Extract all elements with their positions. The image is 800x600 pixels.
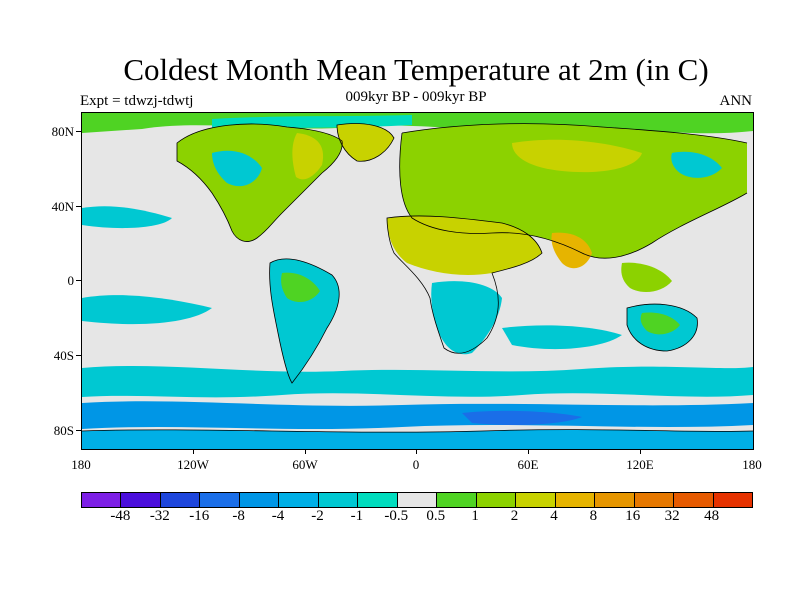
- lat-tick-mark: [76, 280, 81, 281]
- chart-subtitle: 009kyr BP - 009kyr BP: [345, 89, 487, 105]
- colorbar-segment: [121, 493, 161, 507]
- colorbar-segment: [318, 493, 359, 507]
- colorbar-label: -1: [350, 508, 364, 524]
- coastline-australia: [626, 303, 698, 352]
- lon-tick-label: 120W: [177, 457, 209, 472]
- colorbar-segment: [397, 493, 438, 507]
- season-label: ANN: [719, 93, 753, 109]
- experiment-label: Expt = tdwzj-tdwtj: [80, 93, 194, 109]
- coastline-north-america: [176, 123, 343, 242]
- lat-tick-label: 0: [67, 273, 75, 288]
- colorbar-segment: [634, 493, 675, 507]
- colorbar-segment: [516, 493, 556, 507]
- lat-tick-mark: [76, 355, 81, 356]
- colorbar-segment: [437, 493, 477, 507]
- colorbar-label: 2: [510, 508, 519, 524]
- colorbar-label: -32: [149, 508, 170, 524]
- coastline-antarctica: [82, 429, 753, 433]
- temperature-map: [82, 113, 753, 449]
- lon-tick-label: 180: [71, 457, 91, 472]
- lat-tick-label: 40S: [53, 348, 74, 363]
- colorbar-label: -4: [271, 508, 285, 524]
- lon-tick-mark: [640, 449, 641, 454]
- colorbar-label: 16: [625, 508, 641, 524]
- antarctic-cold: [462, 410, 582, 425]
- colorbar-label: 4: [550, 508, 558, 524]
- colorbar-label: 0.5: [426, 508, 446, 524]
- colorbar-label: -8: [232, 508, 245, 524]
- colorbar-segment: [674, 493, 714, 507]
- chart-title: Coldest Month Mean Temperature at 2m (in…: [123, 52, 709, 87]
- eurasia-warm-north: [512, 139, 642, 173]
- lat-tick-label: 80S: [53, 423, 74, 438]
- indian-ocean-cyan: [502, 325, 622, 350]
- lon-tick-label: 120E: [626, 457, 654, 472]
- north-america-warm: [292, 133, 324, 180]
- colorbar-label: -48: [110, 508, 131, 524]
- colorbar-segment: [713, 493, 752, 507]
- africa-south: [431, 281, 502, 355]
- colorbar-segment: [160, 493, 201, 507]
- coastline-eurasia: [399, 123, 748, 259]
- coastline-africa: [386, 215, 543, 354]
- colorbar-segment: [358, 493, 398, 507]
- colorbar-segment: [476, 493, 517, 507]
- lat-tick-mark: [76, 131, 81, 132]
- south-america-warm: [281, 272, 320, 303]
- africa-sahara-warm: [387, 215, 542, 275]
- colorbar-segment: [279, 493, 319, 507]
- colorbar-segment: [555, 493, 596, 507]
- colorbar-label: 32: [664, 508, 680, 524]
- southern-ocean-band-1: [82, 366, 753, 398]
- lon-tick-mark: [305, 449, 306, 454]
- greenland-land: [337, 123, 394, 162]
- australia-interior: [640, 312, 680, 335]
- north-america-cold: [212, 150, 262, 187]
- lon-tick-label: 60W: [292, 457, 318, 472]
- colorbar-segment: [239, 493, 280, 507]
- eurasia-cold-east: [671, 151, 722, 178]
- colorbar: [81, 492, 753, 508]
- lon-tick-label: 0: [412, 457, 420, 472]
- colorbar-segment: [82, 493, 122, 507]
- colorbar-segment: [595, 493, 635, 507]
- lon-tick-mark: [193, 449, 194, 454]
- pacific-south-cyan: [82, 295, 212, 325]
- lat-tick-mark: [76, 206, 81, 207]
- colorbar-label: 48: [704, 508, 720, 524]
- coastlines: [82, 123, 753, 433]
- colorbar-label: -16: [189, 508, 210, 524]
- lon-tick-mark: [528, 449, 529, 454]
- colorbar-label: -0.5: [384, 508, 409, 524]
- antarctica-band: [82, 429, 753, 449]
- lon-tick-mark: [416, 449, 417, 454]
- coastline-greenland: [336, 123, 395, 162]
- lat-tick-mark: [76, 430, 81, 431]
- pacific-north-cyan: [82, 206, 172, 229]
- lon-tick-label: 180: [742, 457, 762, 472]
- india-warm: [551, 232, 592, 269]
- colorbar-label: 1: [471, 508, 479, 524]
- lon-tick-label: 60E: [517, 457, 539, 472]
- colorbar-segment: [200, 493, 240, 507]
- colorbar-label: -2: [311, 508, 324, 524]
- se-asia-warm: [621, 262, 672, 293]
- lat-tick-label: 80N: [51, 124, 74, 139]
- southern-ocean-band-2: [82, 401, 753, 429]
- map-panel: [81, 112, 754, 450]
- coastline-south-america: [269, 258, 340, 384]
- lat-tick-label: 40N: [51, 199, 74, 214]
- colorbar-label: 8: [589, 508, 598, 524]
